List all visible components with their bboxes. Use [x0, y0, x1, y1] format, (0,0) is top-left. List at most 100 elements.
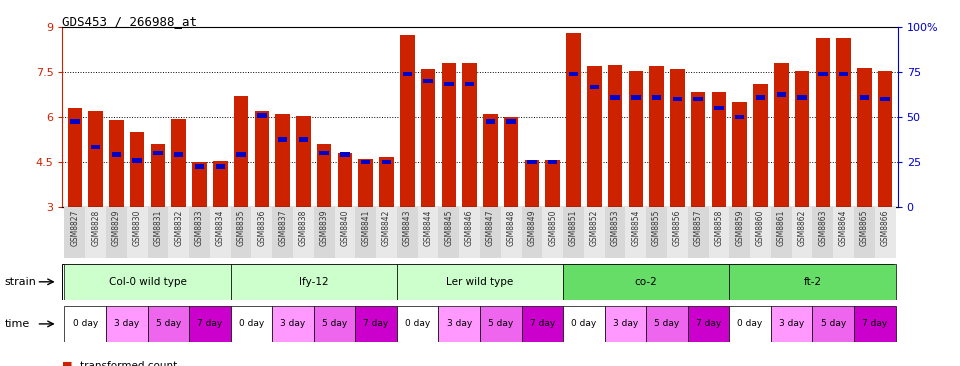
Bar — [91, 145, 101, 149]
Text: GSM8832: GSM8832 — [175, 209, 183, 246]
Text: 0 day: 0 day — [405, 320, 430, 328]
Bar — [880, 97, 890, 101]
Text: GSM8854: GSM8854 — [632, 209, 640, 246]
FancyBboxPatch shape — [355, 306, 396, 342]
Bar — [711, 92, 726, 207]
Text: GSM8864: GSM8864 — [839, 209, 848, 246]
Bar — [527, 160, 537, 164]
Text: GSM8862: GSM8862 — [798, 209, 806, 246]
Bar — [568, 71, 578, 76]
Text: GSM8838: GSM8838 — [299, 209, 308, 246]
Bar — [649, 66, 664, 207]
Text: GSM8852: GSM8852 — [589, 209, 599, 246]
Text: strain: strain — [5, 277, 36, 287]
Text: 0 day: 0 day — [737, 320, 762, 328]
Bar — [857, 68, 872, 207]
FancyBboxPatch shape — [730, 264, 896, 300]
Bar — [839, 71, 849, 76]
Text: 3 day: 3 day — [779, 320, 804, 328]
Text: Col-0 wild type: Col-0 wild type — [108, 277, 186, 287]
Bar — [276, 114, 290, 207]
FancyBboxPatch shape — [564, 306, 605, 342]
Text: GSM8835: GSM8835 — [236, 209, 246, 246]
FancyBboxPatch shape — [64, 306, 106, 342]
FancyBboxPatch shape — [64, 264, 230, 300]
FancyBboxPatch shape — [812, 207, 833, 258]
Text: GSM8829: GSM8829 — [112, 209, 121, 246]
FancyBboxPatch shape — [127, 207, 148, 258]
Text: GSM8848: GSM8848 — [507, 209, 516, 246]
Bar — [483, 114, 497, 207]
Bar — [587, 66, 602, 207]
FancyBboxPatch shape — [168, 207, 189, 258]
Bar — [548, 160, 558, 164]
Text: GSM8843: GSM8843 — [403, 209, 412, 246]
Bar — [735, 115, 744, 119]
FancyBboxPatch shape — [273, 306, 314, 342]
Text: 5 day: 5 day — [655, 320, 680, 328]
Bar — [277, 137, 287, 142]
Text: 0 day: 0 day — [571, 320, 596, 328]
Bar — [442, 63, 456, 207]
Text: GSM8859: GSM8859 — [735, 209, 744, 246]
Bar — [774, 63, 788, 207]
Text: GSM8831: GSM8831 — [154, 209, 162, 246]
FancyBboxPatch shape — [396, 264, 564, 300]
Bar — [444, 82, 453, 86]
Bar — [254, 111, 269, 207]
FancyBboxPatch shape — [230, 306, 273, 342]
Text: GSM8828: GSM8828 — [91, 209, 100, 246]
Bar — [361, 160, 371, 164]
Bar — [693, 97, 703, 101]
Bar — [195, 164, 204, 169]
Text: GSM8849: GSM8849 — [527, 209, 537, 246]
Text: time: time — [5, 319, 30, 329]
FancyBboxPatch shape — [833, 207, 854, 258]
Text: 7 day: 7 day — [862, 320, 887, 328]
FancyBboxPatch shape — [521, 306, 564, 342]
FancyBboxPatch shape — [605, 207, 625, 258]
Text: 0 day: 0 day — [73, 320, 98, 328]
FancyBboxPatch shape — [396, 306, 439, 342]
Bar — [216, 164, 225, 169]
Bar — [423, 79, 433, 83]
Text: 3 day: 3 day — [612, 320, 638, 328]
Bar — [504, 117, 518, 207]
Text: GSM8841: GSM8841 — [361, 209, 371, 246]
Bar — [320, 151, 329, 155]
Text: 7 day: 7 day — [364, 320, 389, 328]
Text: 5 day: 5 day — [488, 320, 514, 328]
FancyBboxPatch shape — [708, 207, 730, 258]
FancyBboxPatch shape — [314, 306, 355, 342]
Bar — [756, 96, 765, 100]
Text: GSM8846: GSM8846 — [465, 209, 474, 246]
Text: GSM8855: GSM8855 — [652, 209, 661, 246]
Text: GSM8861: GSM8861 — [777, 209, 785, 246]
FancyBboxPatch shape — [85, 207, 106, 258]
Bar — [420, 69, 435, 207]
FancyBboxPatch shape — [439, 306, 480, 342]
Bar — [816, 38, 830, 207]
FancyBboxPatch shape — [854, 207, 875, 258]
Text: GSM8830: GSM8830 — [132, 209, 142, 246]
Text: Ler wild type: Ler wild type — [446, 277, 514, 287]
FancyBboxPatch shape — [355, 207, 376, 258]
Bar — [545, 160, 560, 207]
Bar — [589, 85, 599, 89]
Text: GSM8851: GSM8851 — [569, 209, 578, 246]
FancyBboxPatch shape — [584, 207, 605, 258]
Text: transformed count: transformed count — [80, 361, 177, 366]
Text: GSM8857: GSM8857 — [694, 209, 703, 246]
FancyBboxPatch shape — [480, 207, 501, 258]
Bar — [670, 69, 684, 207]
FancyBboxPatch shape — [730, 207, 750, 258]
Text: lfy-12: lfy-12 — [299, 277, 328, 287]
Text: GSM8863: GSM8863 — [818, 209, 828, 246]
Bar — [317, 144, 331, 207]
Text: co-2: co-2 — [635, 277, 658, 287]
Text: 7 day: 7 day — [696, 320, 721, 328]
Bar — [88, 111, 103, 207]
Bar — [340, 152, 349, 157]
FancyBboxPatch shape — [605, 306, 646, 342]
Bar — [130, 132, 144, 207]
